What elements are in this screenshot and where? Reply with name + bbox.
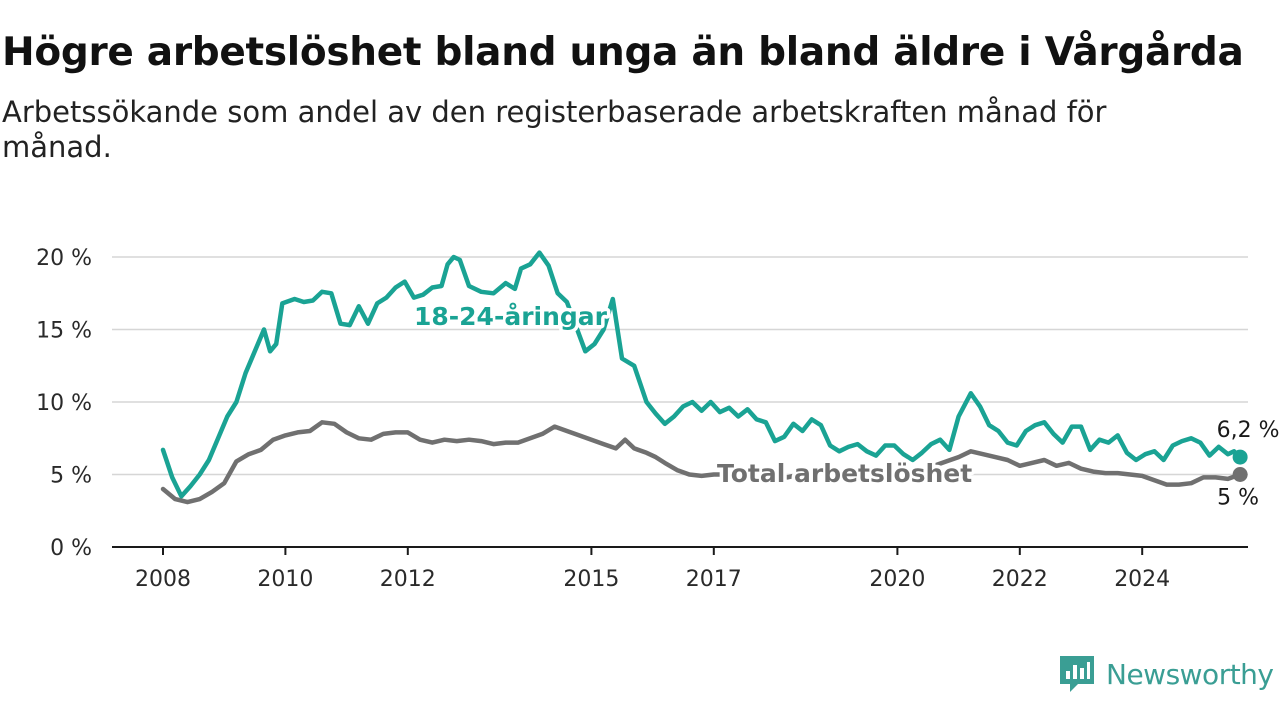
series-line-youth: [160, 250, 1243, 499]
series-line-total: [160, 420, 1243, 505]
y-tick-label: 0 %: [50, 536, 92, 561]
x-tick-label: 2020: [869, 567, 925, 592]
brand-logo: Newsworthy: [1058, 654, 1274, 694]
brand-name: Newsworthy: [1106, 657, 1274, 691]
x-tick-label: 2010: [257, 567, 313, 592]
series-label-total: Total arbetslöshet: [717, 459, 972, 488]
x-tick-label: 2017: [686, 567, 742, 592]
newsworthy-logo-icon: [1060, 656, 1094, 692]
x-tick-label: 2015: [563, 567, 619, 592]
y-tick-label: 5 %: [50, 464, 92, 489]
x-tick-label: 2024: [1114, 567, 1170, 592]
series-label-youth: 18-24-åringar: [414, 302, 608, 331]
y-tick-label: 15 %: [36, 319, 92, 344]
x-tick-label: 2022: [992, 567, 1048, 592]
end-label-total: 5 %: [1217, 486, 1259, 511]
x-tick-label: 2008: [135, 567, 191, 592]
chart-title: Högre arbetslöshet bland unga än bland ä…: [2, 30, 1244, 75]
y-tick-label: 20 %: [36, 246, 92, 271]
x-tick-label: 2012: [380, 567, 436, 592]
end-point-youth: [1232, 449, 1248, 465]
end-label-youth: 6,2 %: [1217, 418, 1280, 443]
end-point-total: [1232, 467, 1248, 482]
y-tick-label: 10 %: [36, 391, 92, 416]
chart-subtitle: Arbetssökande som andel av den registerb…: [2, 95, 1107, 165]
